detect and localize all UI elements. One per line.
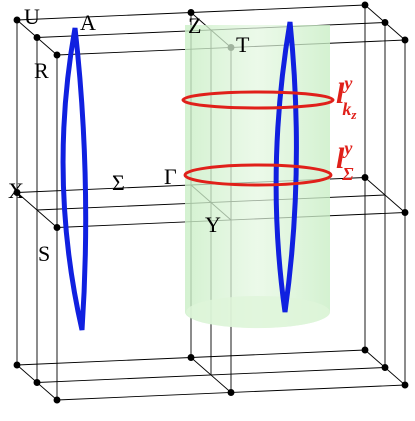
vertex [381, 364, 389, 371]
point-label: A [80, 10, 96, 35]
points: U A Z T R X Σ Γ Y S [8, 4, 250, 266]
point-label: Y [205, 212, 221, 237]
vertex [13, 361, 21, 369]
vertex [227, 389, 235, 396]
loop-label: ly Σ [336, 138, 354, 184]
base: l [336, 142, 345, 175]
base: l [336, 77, 345, 110]
point-label: T [236, 32, 250, 57]
point-label: S [38, 241, 50, 266]
loop-kz [181, 90, 335, 110]
vertex [361, 174, 369, 181]
subsub: z [350, 107, 357, 122]
vertex [401, 36, 409, 44]
vertex [33, 379, 41, 386]
vertex [13, 16, 21, 24]
loop-sigma [183, 163, 333, 187]
vertex [53, 396, 61, 404]
edge [36, 367, 386, 383]
vertex [33, 34, 41, 41]
vertex [53, 51, 61, 59]
vertex [361, 346, 369, 354]
edge [364, 177, 406, 213]
vertex [361, 1, 369, 9]
cylinder-base [186, 296, 330, 328]
sup: y [342, 138, 353, 158]
loop-label: ly kz [336, 73, 357, 122]
vertex [187, 354, 195, 361]
vertex [53, 224, 61, 231]
point-label: Z [188, 13, 201, 38]
vertex [401, 209, 409, 216]
vertex [381, 19, 389, 26]
sup: y [342, 73, 353, 93]
cylinder [185, 25, 330, 329]
point-label: R [34, 58, 49, 83]
point-label: Γ [164, 164, 177, 189]
sub: Σ [341, 164, 353, 184]
point-label: Σ [112, 170, 125, 195]
point-label: U [24, 4, 40, 29]
vertex [401, 381, 409, 389]
point-label: X [8, 178, 24, 203]
vertex [187, 9, 195, 16]
nodal-loop-right [273, 21, 299, 313]
vertex [13, 189, 21, 196]
nodal-loop-left [60, 27, 89, 331]
sub: k [342, 99, 351, 119]
